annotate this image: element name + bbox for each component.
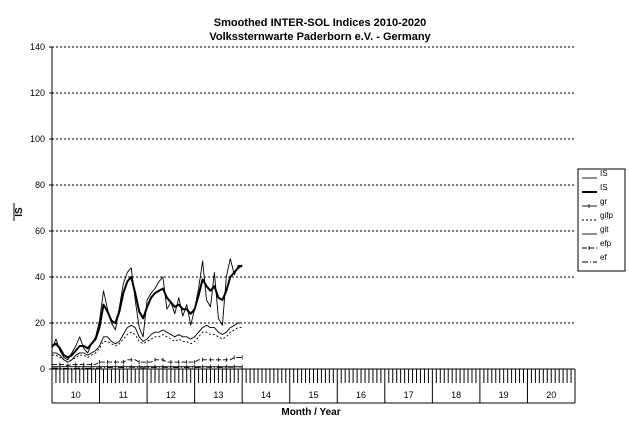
x-year-label: 16 [356,390,366,400]
x-year-label: 18 [451,390,461,400]
y-tick-label: 140 [30,42,45,52]
y-ticks: 0 20 40 60 80 100 120 140 [30,42,52,374]
chart-subtitle: Volkssternwarte Paderborn e.V. - Germany [209,31,431,43]
legend-entry-gifp: gifp [600,211,613,220]
x-year-label: 11 [119,390,128,400]
x-axis-label: Month / Year [281,407,340,418]
legend-entry-git: git [600,225,609,234]
x-year-label: 14 [261,390,271,400]
x-year-label: 13 [213,390,223,400]
legend-entry-is: IS [600,169,608,178]
x-year-label: 15 [308,390,318,400]
series-line-3-gifp [52,327,243,363]
y-tick-label: 80 [35,180,45,190]
y-axis-label: IS [14,207,25,217]
legend-entry-efp: efp [600,239,612,248]
y-axis-label-group: IS [13,203,25,221]
legend-entry-gr: gr [600,197,607,206]
x-axis: 10 11 12 13 14 15 16 17 18 19 20 [51,47,576,404]
chart-title: Smoothed INTER-SOL Indices 2010-2020 [214,17,427,29]
y-tick-label: 120 [30,88,45,98]
series-line-6-ef [52,366,243,369]
legend-box [577,168,626,272]
legend: IS IS gr gifp git efp ef [577,168,626,272]
y-tick-label: 0 [40,364,45,374]
x-year-label: 20 [546,390,556,400]
legend-entry-ef: ef [600,253,607,262]
x-year-label: 10 [71,390,81,400]
series-line-4-git [52,322,243,363]
legend-entry-is: IS [600,183,608,192]
x-year-label: 17 [404,390,414,400]
grid [52,46,575,324]
y-tick-label: 60 [35,226,45,236]
y-tick-label: 40 [35,272,45,282]
y-tick-label: 20 [35,318,45,328]
y-tick-label: 100 [30,134,45,144]
x-year-label: 19 [499,390,509,400]
series-group [51,258,243,369]
series-line-0-is [51,258,243,361]
x-year-label: 12 [166,390,176,400]
series-line-1-is [51,264,243,359]
